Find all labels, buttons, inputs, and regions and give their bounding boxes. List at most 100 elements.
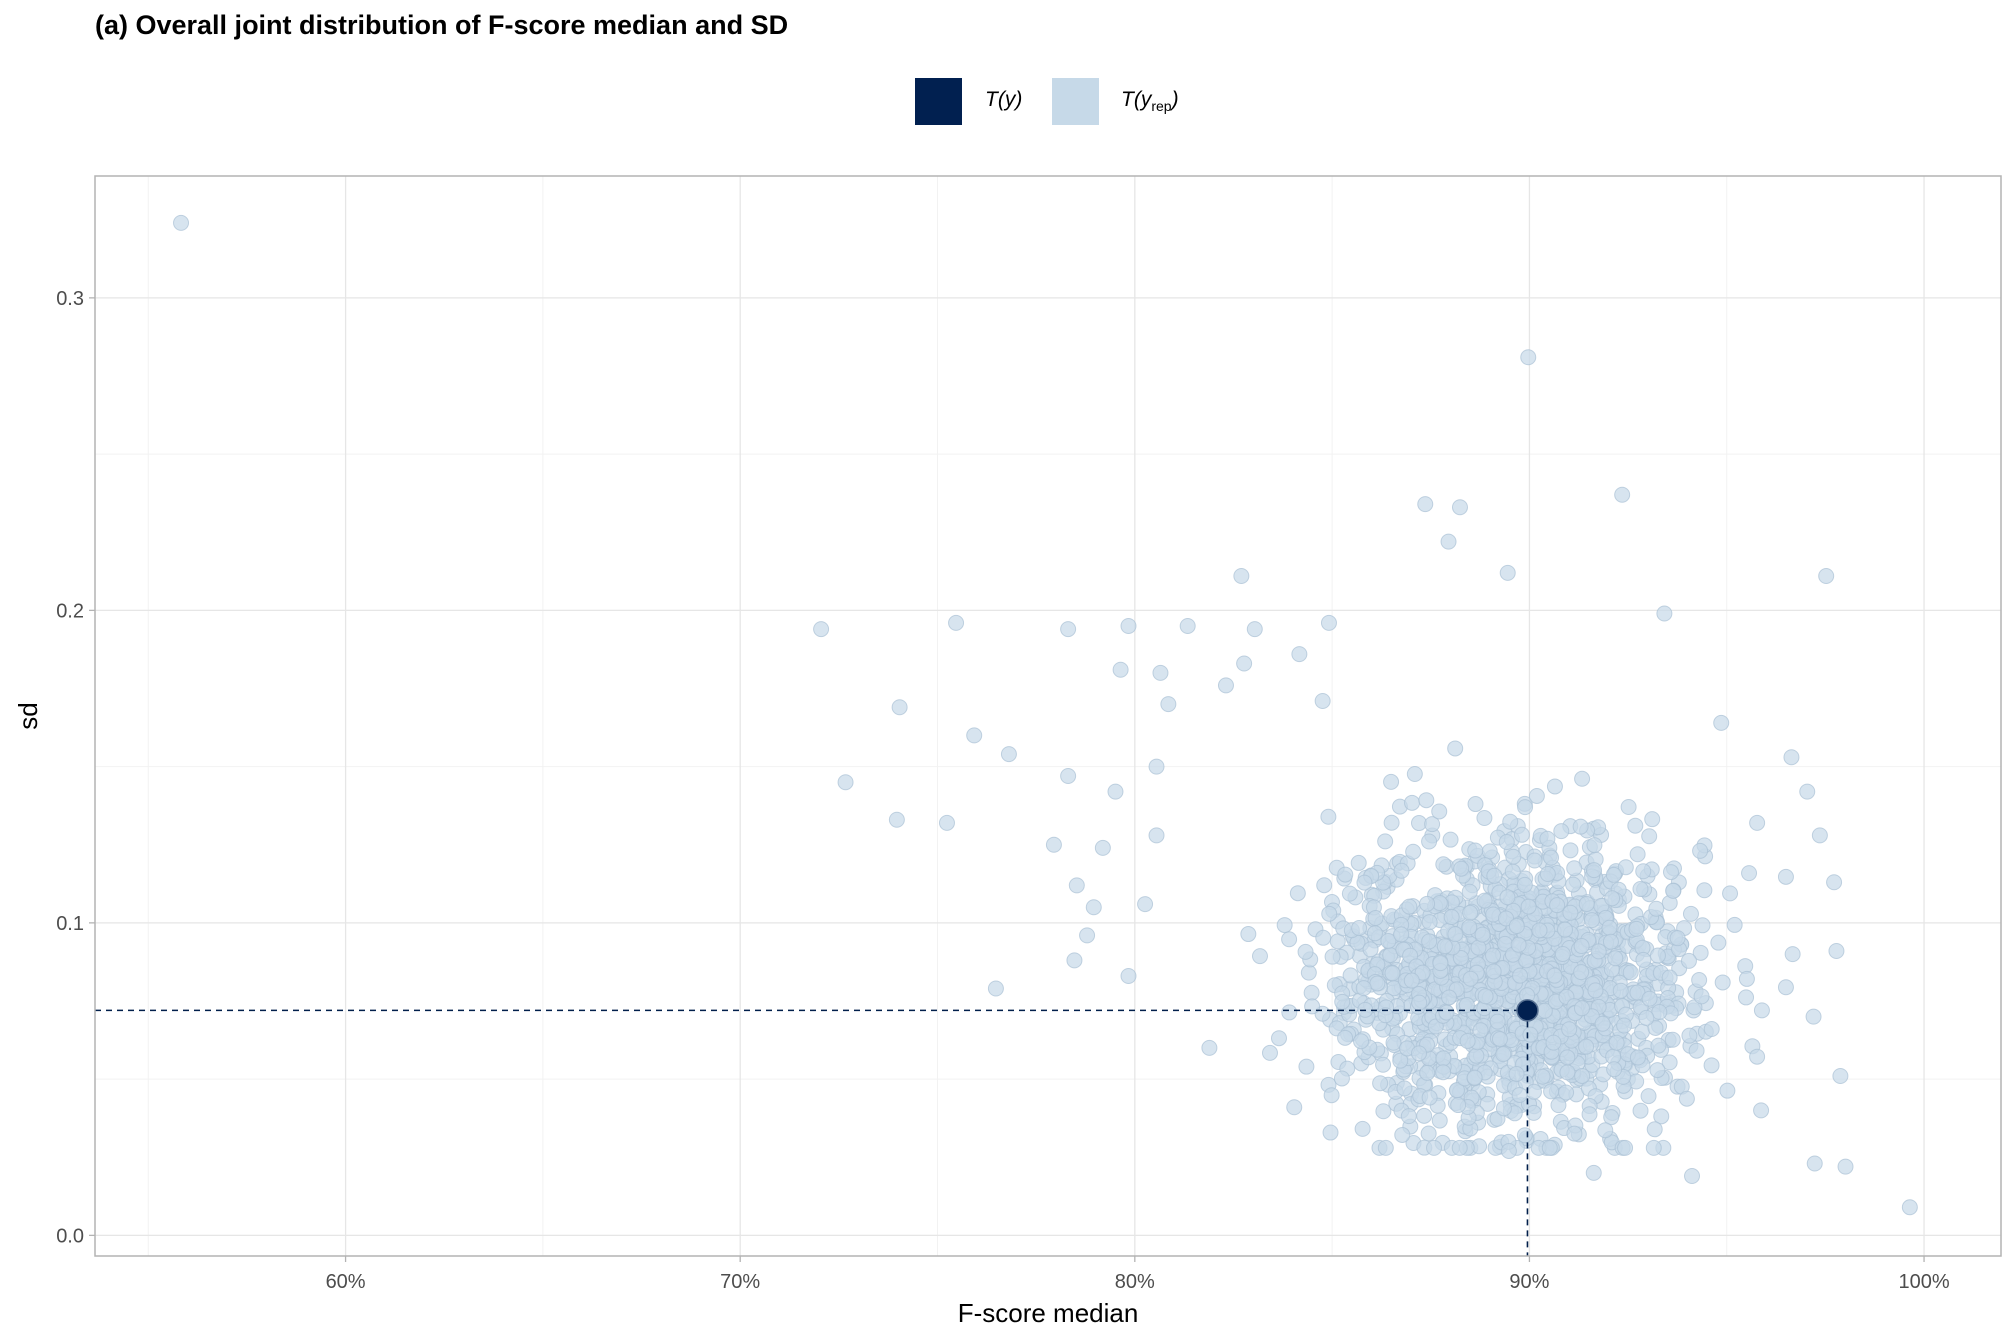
replicated-point — [1526, 852, 1543, 869]
replicated-point — [1692, 842, 1709, 859]
replicated-point — [1647, 1019, 1664, 1036]
replicated-point — [173, 214, 190, 231]
replicated-point — [1060, 768, 1077, 784]
replicated-point — [1696, 882, 1713, 899]
replicated-point — [1414, 964, 1431, 981]
replicated-point — [1375, 1103, 1392, 1120]
replicated-point — [1431, 1112, 1448, 1129]
replicated-point — [1201, 1039, 1218, 1056]
replicated-point — [1513, 826, 1530, 843]
replicated-point — [1435, 1050, 1452, 1067]
replicated-point — [1404, 794, 1421, 811]
replicated-point — [1811, 827, 1828, 844]
replicated-point — [1342, 967, 1359, 984]
replicated-point — [1573, 1000, 1590, 1017]
replicated-point — [1400, 1108, 1417, 1125]
replicated-point — [1320, 614, 1337, 631]
x-tick-label: 80% — [1115, 1271, 1155, 1293]
replicated-point — [1837, 1158, 1854, 1175]
replicated-point — [1508, 1065, 1525, 1082]
replicated-point — [888, 811, 905, 828]
replicated-point — [1719, 1082, 1736, 1099]
replicated-point — [1447, 926, 1464, 943]
replicated-point — [1383, 814, 1400, 831]
replicated-point — [1315, 929, 1332, 946]
replicated-point — [1777, 979, 1794, 996]
replicated-point — [1669, 930, 1686, 947]
replicated-point — [1377, 1007, 1394, 1024]
replicated-point — [1649, 947, 1666, 964]
replicated-point — [1531, 922, 1548, 939]
replicated-point — [1426, 1139, 1443, 1156]
replicated-point — [1499, 889, 1516, 906]
replicated-point — [1616, 1017, 1633, 1034]
replicated-point — [1236, 655, 1253, 672]
replicated-point — [1383, 773, 1400, 790]
replicated-point — [1324, 948, 1341, 965]
replicated-point — [1458, 996, 1475, 1013]
replicated-point — [813, 621, 830, 638]
replicated-point — [1545, 1034, 1562, 1051]
replicated-point — [1435, 1064, 1452, 1081]
replicated-point — [1451, 1139, 1468, 1156]
replicated-point — [1635, 951, 1652, 968]
replicated-point — [1632, 881, 1649, 898]
replicated-point — [1476, 892, 1493, 909]
replicated-point — [1614, 486, 1631, 503]
replicated-point — [1251, 948, 1268, 965]
replicated-point — [1627, 817, 1644, 834]
replicated-point — [1411, 994, 1428, 1011]
replicated-point — [1406, 765, 1423, 782]
replicated-point — [1574, 1067, 1591, 1084]
replicated-point — [1628, 920, 1645, 937]
replicated-point — [1485, 963, 1502, 980]
replicated-point — [1710, 934, 1727, 951]
replicated-point — [1320, 808, 1337, 825]
replicated-point — [1466, 1069, 1483, 1086]
replicated-point — [1512, 967, 1529, 984]
replicated-point — [1550, 1097, 1567, 1114]
replicated-point — [1749, 1048, 1766, 1065]
replicated-point — [1644, 811, 1661, 828]
replicated-point — [1525, 1104, 1542, 1121]
replicated-point — [1468, 1047, 1485, 1064]
replicated-point — [1276, 917, 1293, 934]
replicated-point — [1502, 813, 1519, 830]
replicated-point — [1539, 830, 1556, 847]
legend-label-replicated: T(yrep) — [1121, 88, 1179, 114]
legend-label-observed: T(y) — [985, 88, 1022, 112]
replicated-point — [1337, 866, 1354, 883]
replicated-point — [1066, 952, 1083, 969]
replicated-point — [1385, 1034, 1402, 1051]
replicated-point — [1597, 1122, 1614, 1139]
replicated-point — [1638, 1009, 1655, 1026]
replicated-point — [1722, 885, 1739, 902]
replicated-point — [1384, 965, 1401, 982]
replicated-point — [1462, 904, 1479, 921]
replicated-point — [1505, 848, 1522, 865]
replicated-point — [1586, 862, 1603, 879]
replicated-point — [1525, 1083, 1542, 1100]
replicated-point — [1694, 917, 1711, 934]
replicated-point — [1783, 749, 1800, 766]
replicated-point — [1438, 1004, 1455, 1021]
replicated-point — [1641, 828, 1658, 845]
replicated-point — [1281, 1004, 1298, 1021]
replicated-point — [1562, 842, 1579, 859]
replicated-point — [1565, 876, 1582, 893]
replicated-point — [1304, 998, 1321, 1015]
replicated-point — [1498, 910, 1515, 927]
replicated-point — [1553, 823, 1570, 840]
replicated-point — [1578, 1038, 1595, 1055]
replicated-point — [837, 774, 854, 791]
replicated-point — [1583, 912, 1600, 929]
replicated-point — [1901, 1199, 1918, 1216]
replicated-point — [1561, 1021, 1578, 1038]
replicated-point — [1546, 778, 1563, 795]
replicated-point — [1472, 1022, 1489, 1039]
replicated-point — [1291, 646, 1308, 663]
replicated-point — [1664, 1031, 1681, 1048]
replicated-point — [1586, 837, 1603, 854]
replicated-point — [1661, 1054, 1678, 1071]
replicated-point — [1738, 970, 1755, 987]
